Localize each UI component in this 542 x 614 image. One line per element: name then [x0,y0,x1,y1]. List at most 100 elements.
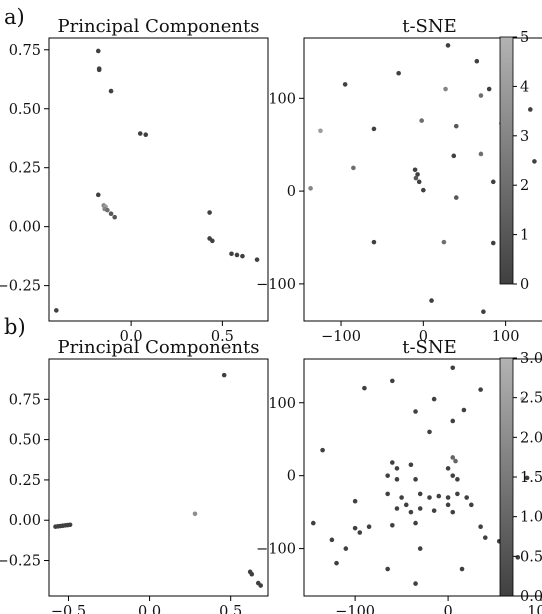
data-point [108,88,114,94]
y-tick-label: 0.75 [9,43,41,59]
data-point [445,502,451,508]
data-point [192,511,198,517]
data-point [450,509,456,515]
y-tick-label: −0.25 [0,279,41,295]
data-point [431,396,437,402]
data-point [417,506,423,511]
data-point [112,214,117,220]
y-tick-label: 0 [287,469,296,485]
y-tick-label: 0.50 [9,433,41,449]
x-tick-label: 100 [492,329,520,345]
chart-title: Principal Components [58,16,260,37]
chart-title: Principal Components [58,337,260,358]
data-point [320,447,325,453]
data-point [453,458,458,464]
colorbar-tick-label: 3 [520,129,529,145]
colorbar-b: 0.0 0.5 1.0 1.5 2.0 2.5 3.0 [499,351,542,605]
x-tick-label: 0.5 [211,329,234,345]
data-point [390,378,395,384]
data-point [240,253,245,259]
data-point [67,522,73,528]
data-point [429,298,434,303]
colorbar-tick-label: 1 [520,228,529,244]
y-tick-label: 100 [268,396,296,412]
data-point [416,179,422,185]
data-point [486,86,492,92]
data-point [366,524,372,530]
data-point [394,506,400,511]
data-point [450,365,456,371]
chart-title: t-SNE [402,16,457,37]
data-point [478,387,483,392]
data-point [478,93,484,98]
y-tick-label: 0.25 [9,161,41,177]
data-point [385,491,390,497]
colorbar-tick-label: 2 [520,178,529,194]
data-point [474,58,480,64]
data-point [450,455,456,460]
data-point [464,495,469,500]
data-point [403,502,409,508]
pca-panel-b: Principal Components −0.5 0.0 0.5 −0.25 0.00 0… [0,337,269,614]
data-point [408,462,414,468]
panel-label-a: a) [4,5,25,29]
data-point [390,460,395,465]
data-point [352,525,358,531]
tsne-panel-a: t-SNE −100 0 100 −100 0 100 [256,16,542,345]
data-point [490,240,496,246]
data-point [413,175,419,181]
data-point [229,251,234,257]
data-point [453,123,459,129]
colorbar-tick-label: 1.0 [520,510,542,526]
data-point [478,524,483,530]
data-point [421,187,426,193]
data-point [95,48,101,54]
data-point [455,477,460,482]
x-tick-label: 0.5 [219,604,242,614]
colorbar-tick-label: 0 [520,277,529,293]
data-point [385,473,390,478]
data-point [413,409,418,414]
data-point [249,571,255,577]
data-point [419,118,424,123]
colorbar-tick-label: 4 [520,79,529,95]
data-point [427,429,432,435]
data-point [357,530,363,535]
data-point [329,537,335,543]
data-point [482,535,488,540]
data-point [431,508,437,513]
data-point [310,520,316,526]
y-tick-label: 0.75 [9,392,41,408]
x-tick-label: −0.5 [51,604,86,614]
data-point [469,502,474,508]
data-point [54,308,59,313]
colorbar-a: 0 1 2 3 4 5 [499,30,529,293]
data-point [105,207,110,213]
data-point [417,491,423,497]
data-point [455,491,460,497]
axes-frame [303,37,542,322]
data-point [450,473,456,478]
colorbar-tick-label: 5 [520,30,529,46]
data-point [399,495,404,500]
data-point [443,86,448,92]
axes-frame [48,37,269,322]
data-point [95,192,101,198]
x-tick-label: 0 [419,329,428,345]
y-tick-label: 0 [287,184,296,200]
x-tick-label: 0.0 [138,604,161,614]
x-tick-label: −100 [335,604,375,614]
data-point [385,566,390,572]
colorbar-tick-label: 3.0 [520,351,542,367]
chart-title: t-SNE [402,337,457,358]
data-point [524,475,530,481]
data-point [234,252,240,258]
data-point [413,581,418,586]
data-point [342,82,348,87]
y-tick-label: 0.25 [9,473,41,489]
data-point [394,477,400,482]
y-tick-label: 0.00 [9,513,41,529]
y-tick-label: −0.25 [0,554,41,570]
data-point [396,70,401,76]
data-point [445,466,451,471]
